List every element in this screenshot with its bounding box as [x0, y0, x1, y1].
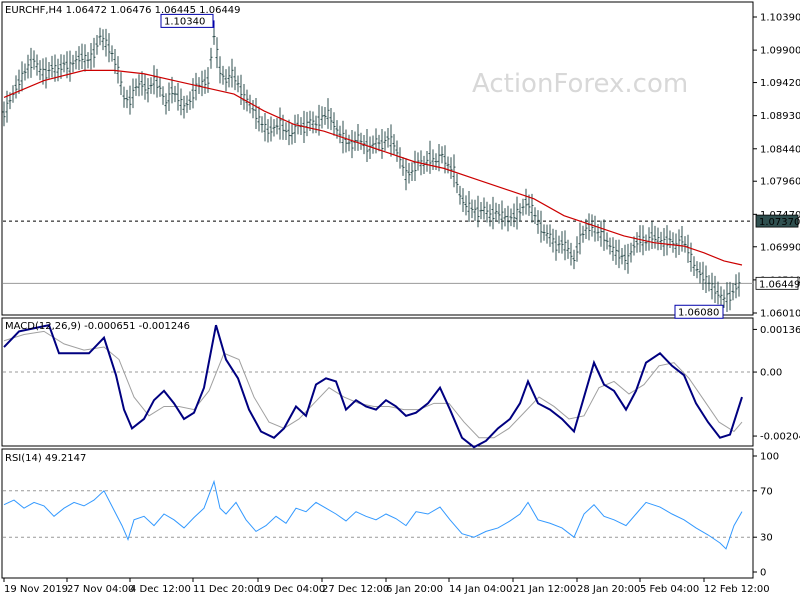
price-panel-frame	[1, 1, 754, 316]
macd-line	[3, 323, 743, 449]
watermark: ActionForex.com	[472, 69, 688, 99]
rsi-ytick-label: 100	[760, 452, 779, 463]
level-tag-label: 1.06449	[759, 279, 800, 290]
xtick-label: 5 Feb 04:00	[640, 584, 699, 595]
level-tag-box	[755, 276, 799, 290]
macd-title: MACD(12,26,9) -0.000651 -0.001246	[5, 321, 190, 332]
rsi-layer	[3, 479, 753, 550]
xtick-label: 12 Feb 12:00	[704, 584, 770, 595]
rsi-title: RSI(14) 49.2147	[5, 453, 86, 464]
price-layer: 1.10340 1.06080	[2, 13, 753, 319]
low-annotation-box	[674, 304, 724, 319]
price-ytick-label: 1.07960	[760, 177, 800, 188]
level-tag-label: 1.07370	[759, 217, 800, 228]
xtick-label: 21 Jan 12:00	[513, 584, 576, 595]
price-ytick-label: 1.06010	[760, 309, 800, 320]
price-title: EURCHF,H4 1.06472 1.06476 1.06445 1.0644…	[5, 5, 241, 16]
xtick-label: 19 Dec 04:00	[258, 584, 325, 595]
xtick-label: 27 Nov 04:00	[67, 584, 134, 595]
xtick-label: 14 Jan 04:00	[449, 584, 512, 595]
macd-ytick-label: 0.001363	[760, 325, 800, 336]
macd-ytick-label: 0.00	[760, 368, 782, 379]
price-ytick-label: 1.09420	[760, 78, 800, 89]
price-ytick-label: 1.10390	[760, 13, 800, 24]
high-annotation-box	[160, 13, 214, 28]
xtick-label: 11 Dec 20:00	[193, 584, 260, 595]
rsi-line	[3, 479, 743, 550]
high-annotation-label: 1.10340	[164, 16, 205, 27]
xtick-label: 6 Jan 20:00	[386, 584, 443, 595]
price-ytick-label: 1.06990	[760, 242, 800, 253]
macd-layer	[3, 323, 753, 449]
xtick-label: 19 Nov 2019	[4, 584, 68, 595]
rsi-ytick-label: 70	[760, 486, 773, 497]
price-ytick-label: 1.08440	[760, 144, 800, 155]
rsi-ytick-label: 0	[760, 568, 766, 579]
rsi-ytick-label: 30	[760, 533, 773, 544]
macd-ytick-label: -0.002046	[760, 432, 800, 443]
price-ytick-label: 1.08930	[760, 111, 800, 122]
xtick-label: 27 Dec 12:00	[322, 584, 389, 595]
xtick-label: 4 Dec 12:00	[130, 584, 191, 595]
axis-layer: 1.10390 1.09900 1.09420 1.08930 1.08440 1.079…	[3, 13, 800, 595]
macd-signal-line	[3, 330, 743, 439]
macd-panel-frame	[1, 317, 754, 447]
rsi-panel-frame	[1, 448, 754, 579]
moving-average-line	[3, 69, 743, 266]
xtick-label: 28 Jan 20:00	[577, 584, 640, 595]
low-annotation-label: 1.06080	[678, 307, 719, 318]
price-ytick-label: 1.09900	[760, 46, 800, 57]
level-tag-box	[755, 214, 799, 228]
